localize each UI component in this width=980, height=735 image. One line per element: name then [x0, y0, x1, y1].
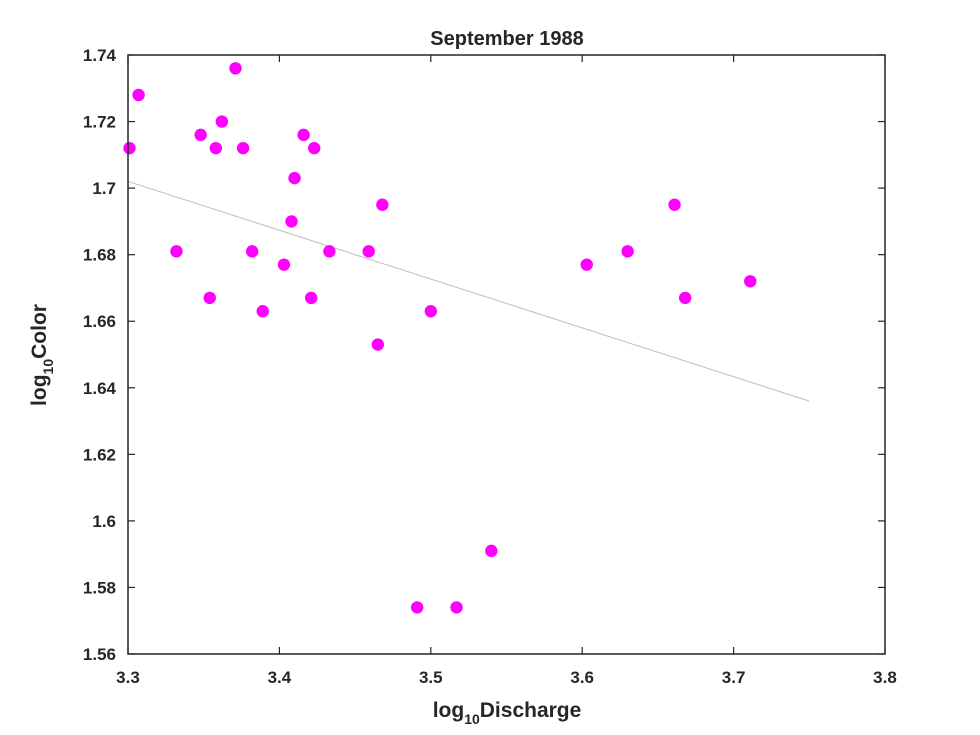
chart-title: September 1988: [430, 28, 583, 50]
x-tick-label: 3.7: [722, 668, 746, 687]
y-tick-label: 1.72: [83, 113, 116, 132]
data-point: [580, 258, 593, 271]
x-axis-label-prefix: log: [433, 699, 465, 722]
data-point: [215, 115, 229, 128]
y-axis-label: log10Color: [28, 304, 56, 406]
data-point: [323, 245, 336, 258]
data-point: [621, 245, 634, 258]
x-axis-label: log10Discharge: [433, 699, 582, 727]
data-point: [424, 305, 437, 318]
x-ticks: 3.3 3.4 3.5 3.6 3.7 3.8: [116, 55, 897, 687]
data-point: [132, 88, 145, 102]
y-tick-label: 1.58: [83, 578, 116, 597]
y-tick-label: 1.7: [92, 179, 116, 198]
y-ticks: 1.56 1.58 1.6 1.62 1.64 1.66 1.68 1.7 1.72 1.74: [83, 46, 885, 664]
data-point: [376, 198, 389, 211]
y-axis-label-prefix: log: [28, 374, 51, 406]
data-point: [285, 215, 298, 228]
data-point: [410, 601, 424, 614]
data-point: [229, 62, 242, 75]
y-tick-label: 1.62: [83, 445, 116, 464]
x-axis-label-suffix: Discharge: [480, 699, 582, 722]
trend-line: [127, 180, 810, 402]
y-tick-label: 1.66: [83, 312, 116, 331]
data-point: [362, 245, 375, 258]
data-point: [371, 338, 385, 351]
y-tick-label: 1.64: [83, 379, 117, 398]
data-point: [485, 544, 498, 558]
y-axis-label-subscript: 10: [40, 359, 56, 375]
data-point: [170, 245, 183, 258]
y-tick-label: 1.56: [83, 645, 116, 664]
data-point: [668, 198, 681, 211]
data-point: [297, 128, 310, 142]
data-point: [245, 245, 259, 258]
data-point: [304, 291, 318, 305]
x-tick-label: 3.4: [268, 668, 292, 687]
points-group: [123, 62, 757, 614]
x-axis-label-subscript: 10: [464, 711, 480, 727]
y-tick-label: 1.68: [83, 246, 116, 265]
x-tick-label: 3.6: [570, 668, 594, 687]
x-tick-label: 3.8: [873, 668, 897, 687]
data-point: [744, 275, 757, 288]
data-point: [277, 258, 291, 271]
data-point: [256, 305, 269, 318]
y-axis-label-suffix: Color: [28, 304, 51, 359]
x-tick-label: 3.3: [116, 668, 140, 687]
data-point: [678, 291, 692, 305]
data-point: [123, 141, 136, 155]
trend-line-group: [127, 180, 810, 402]
data-point: [203, 291, 216, 305]
x-tick-label: 3.5: [419, 668, 443, 687]
data-point: [209, 141, 223, 155]
data-point: [194, 128, 207, 142]
plot-area: [128, 55, 885, 654]
axes-box: [127, 54, 886, 655]
data-point: [308, 141, 321, 155]
y-tick-label: 1.74: [83, 46, 117, 65]
data-point: [236, 141, 250, 155]
y-tick-label: 1.6: [92, 512, 116, 531]
data-point: [450, 601, 463, 614]
data-point: [288, 171, 301, 185]
